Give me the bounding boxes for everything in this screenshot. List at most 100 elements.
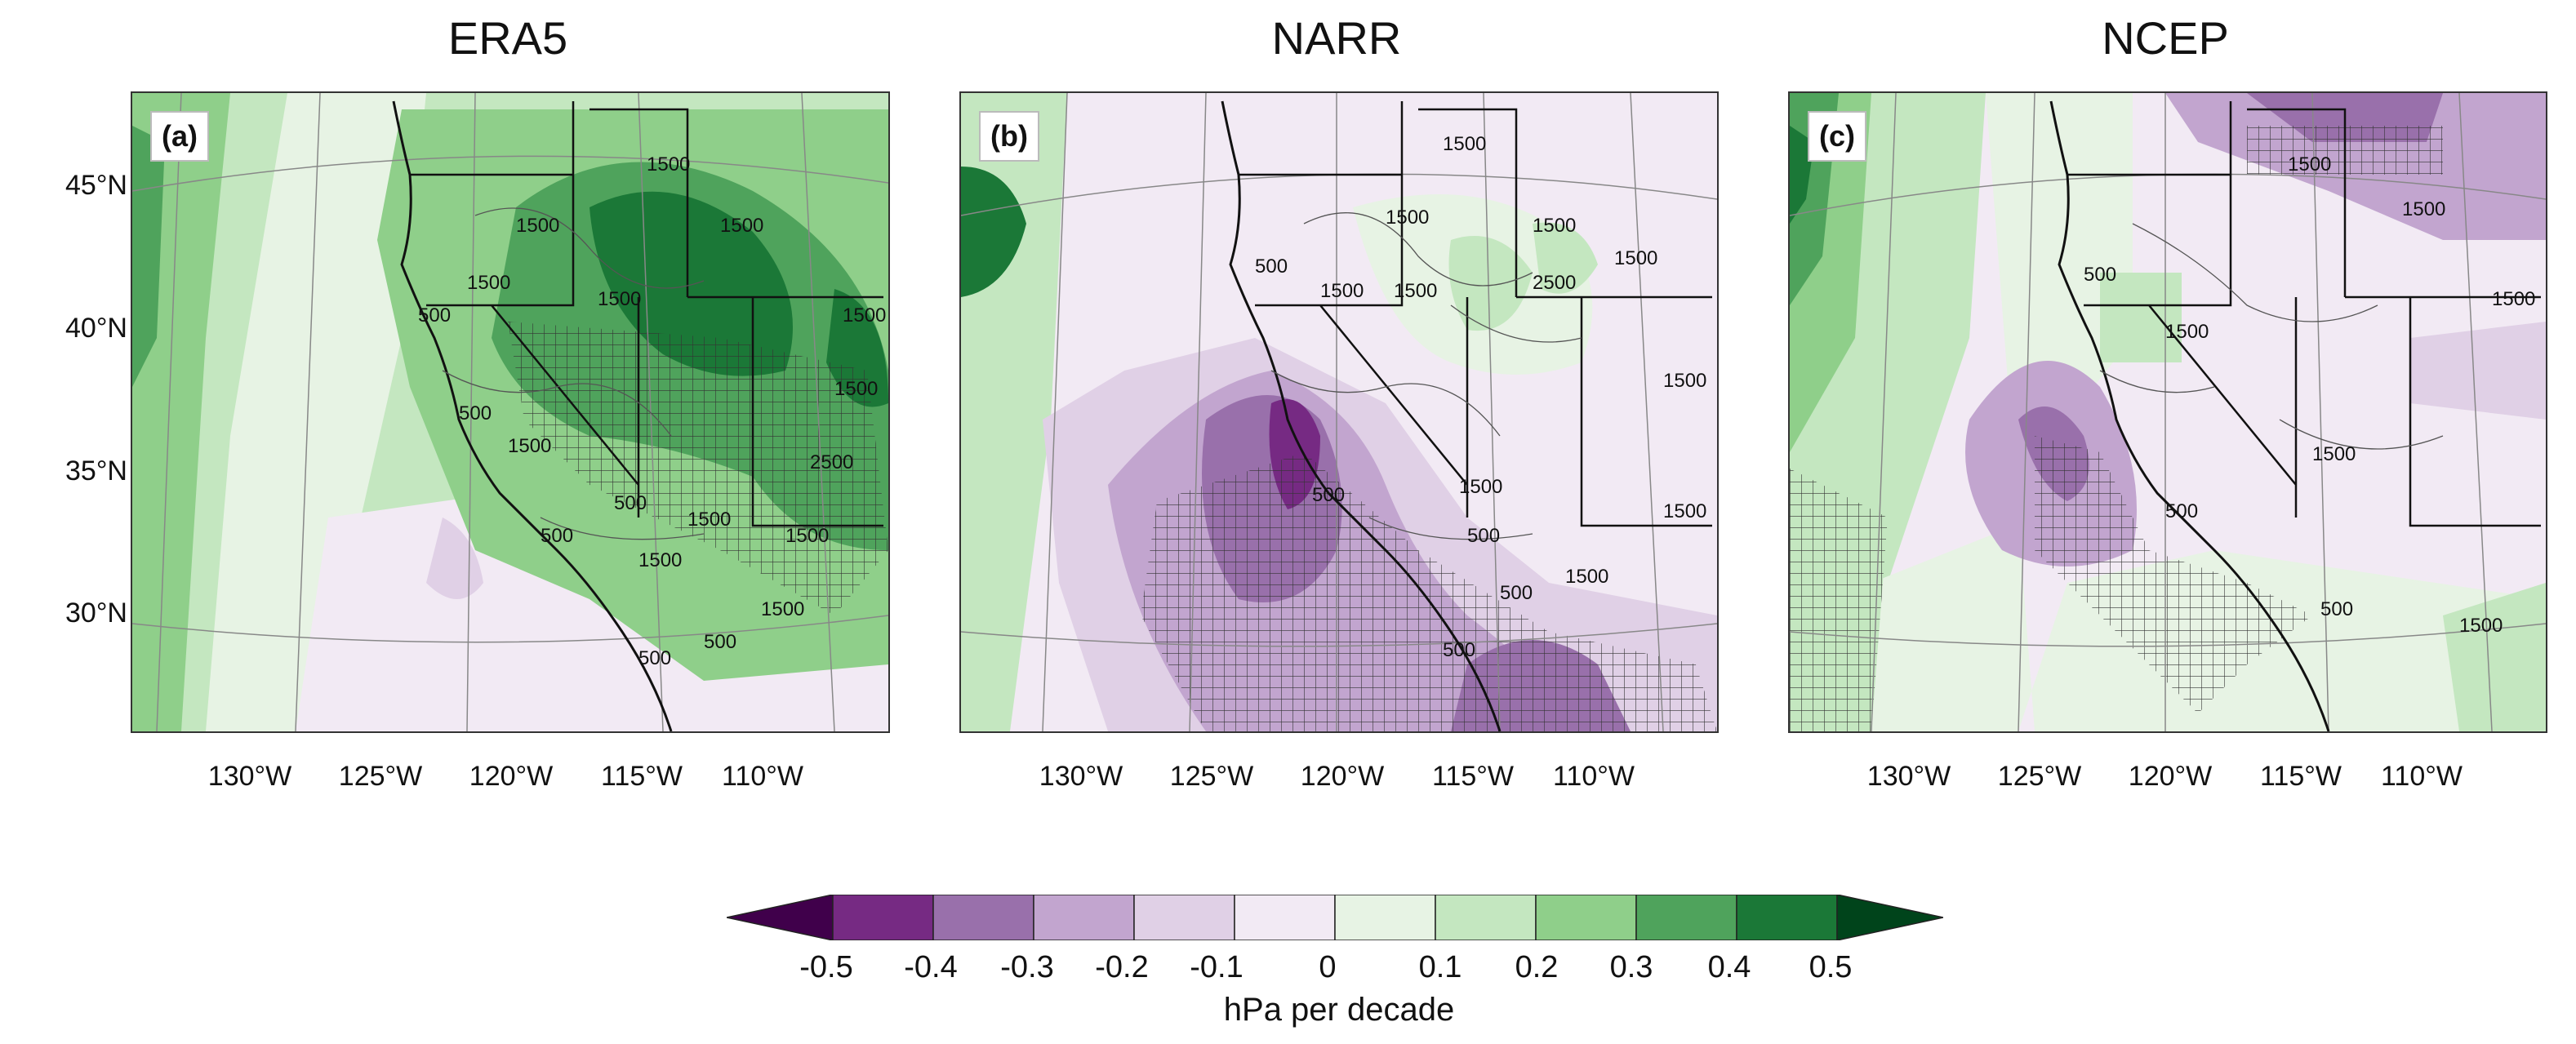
graticule-lon-115: [1483, 93, 1501, 731]
contour-labels: 1500 1500 500 1500 1500 1500 500 500 150…: [2084, 153, 2535, 637]
contour-label: 1500: [1565, 566, 1608, 588]
graticule-lat-30: [1790, 623, 2546, 647]
contour-label: 1500: [598, 288, 641, 310]
field-ocean-max: [961, 167, 1026, 297]
colorbar-tick-label: -0.3: [1000, 950, 1054, 984]
contour-label: 1500: [2288, 153, 2331, 175]
contour-label: 500: [459, 402, 492, 424]
colorbar-tick-label: 0.2: [1515, 950, 1559, 984]
contour-label: 500: [704, 631, 736, 653]
lon-label-115: 115°W: [1432, 761, 1514, 792]
contour-label: 1500: [1320, 280, 1364, 302]
lon-label-125: 125°W: [1169, 761, 1254, 792]
graticule-lon-110: [2458, 93, 2493, 731]
significance-hatching: [1141, 452, 1717, 731]
lat-label-40: 40°N: [65, 313, 127, 344]
state-borders: [1239, 101, 1712, 527]
contour-label: 1500: [1443, 133, 1486, 155]
contour-label: 500: [1443, 639, 1475, 661]
colorbar-segment: [1635, 895, 1737, 940]
terrain-contours: [1270, 212, 1582, 540]
contour-label: 1500: [785, 525, 829, 547]
lon-label-120: 120°W: [469, 761, 554, 792]
contour-label: 1500: [508, 435, 551, 457]
lon-label-120: 120°W: [2128, 761, 2213, 792]
contour-label: 2500: [1533, 272, 1576, 294]
coastline: [1221, 100, 1502, 731]
panel-label-b: (b): [979, 111, 1039, 162]
contour-label: 1500: [1394, 280, 1437, 302]
contour-label: 1500: [1614, 247, 1657, 269]
state-borders: [410, 101, 883, 527]
state-borders: [2067, 101, 2541, 527]
contour-label: 500: [1500, 582, 1533, 604]
colorbar-tick-label: 0.3: [1609, 950, 1653, 984]
colorbar-segment: [1133, 895, 1235, 940]
graticule-lon-110: [801, 93, 835, 731]
field-offshore-light: [206, 93, 426, 731]
contour-label: 500: [418, 304, 451, 327]
coastline: [2049, 100, 2330, 731]
contour-label: 500: [2165, 500, 2198, 522]
map-svg-narr: 1500 500 1500 1500 1500 2500 1500 1500 1…: [961, 93, 1717, 731]
colorbar-tick-label: -0.2: [1095, 950, 1149, 984]
colorbar-segment: [1033, 895, 1135, 940]
colorbar-tick-label: -0.1: [1190, 950, 1244, 984]
colorbar-segment: [1234, 895, 1336, 940]
graticule-lon-130: [156, 93, 182, 731]
graticule-lon-130: [1042, 93, 1068, 731]
lon-label-120: 120°W: [1300, 761, 1385, 792]
lon-label-115: 115°W: [2260, 761, 2342, 792]
contour-label: 1500: [2165, 321, 2209, 343]
panel-label-a: (a): [150, 111, 209, 162]
contour-label: 500: [541, 525, 573, 547]
contour-label: 500: [2320, 598, 2353, 620]
contour-label: 1500: [1533, 215, 1576, 237]
field-land-max: [589, 191, 793, 376]
contour-label: 500: [638, 647, 671, 669]
contour-label: 1500: [687, 509, 731, 531]
lon-label-110: 110°W: [1553, 761, 1635, 792]
contour-label: 500: [1255, 255, 1288, 278]
map-svg-era5: 1500 1500 1500 1500 1500 500 500 1500 15…: [132, 93, 888, 731]
colorbar-tick-label: 0.4: [1707, 950, 1751, 984]
lon-label-115: 115°W: [601, 761, 683, 792]
colorbar-tick-label: -0.4: [904, 950, 958, 984]
field-green-spot: [1448, 236, 1533, 331]
graticule-lon-110: [1630, 93, 1664, 731]
graticule-lat-30: [961, 623, 1717, 647]
lon-label-130: 130°W: [1866, 761, 1951, 792]
terrain-contours: [2099, 223, 2444, 450]
contour-label: 500: [2084, 264, 2116, 286]
contour-label: 500: [1312, 484, 1345, 506]
contour-label: 1500: [1386, 207, 1429, 229]
colorbar-tick-label: -0.5: [799, 950, 853, 984]
colorbar-title: hPa per decade: [1223, 992, 1455, 1028]
contour-labels: 1500 1500 1500 1500 1500 500 500 1500 15…: [418, 153, 886, 669]
graticule-lon-125: [1189, 93, 1207, 731]
map-svg-ncep: 1500 1500 500 1500 1500 1500 500 500 150…: [1790, 93, 2546, 731]
contour-label: 500: [614, 492, 647, 514]
lon-label-110: 110°W: [2381, 761, 2463, 792]
lon-label-125: 125°W: [338, 761, 423, 792]
panel-title-ncep: NCEP: [2102, 12, 2229, 64]
contour-label: 2500: [810, 451, 853, 473]
colorbar-segment: [832, 895, 934, 940]
lat-label-30: 30°N: [65, 598, 127, 629]
graticule-lon-130: [1871, 93, 1897, 731]
contour-label: 500: [1467, 525, 1500, 547]
lon-label-125: 125°W: [1997, 761, 2082, 792]
coastline: [392, 100, 673, 731]
colorbar: [727, 895, 1943, 940]
contour-label: 1500: [647, 153, 690, 175]
field-green-spot-2: [1533, 222, 1598, 294]
graticule-lat-45: [132, 155, 888, 192]
colorbar-tick-label: 0: [1319, 950, 1337, 984]
contour-label: 1500: [638, 549, 682, 571]
contour-label: 1500: [720, 215, 763, 237]
panel-title-era5: ERA5: [447, 12, 568, 64]
lat-label-45: 45°N: [65, 170, 127, 201]
contour-label: 1500: [1663, 370, 1706, 392]
significance-hatching: [1790, 469, 1888, 731]
